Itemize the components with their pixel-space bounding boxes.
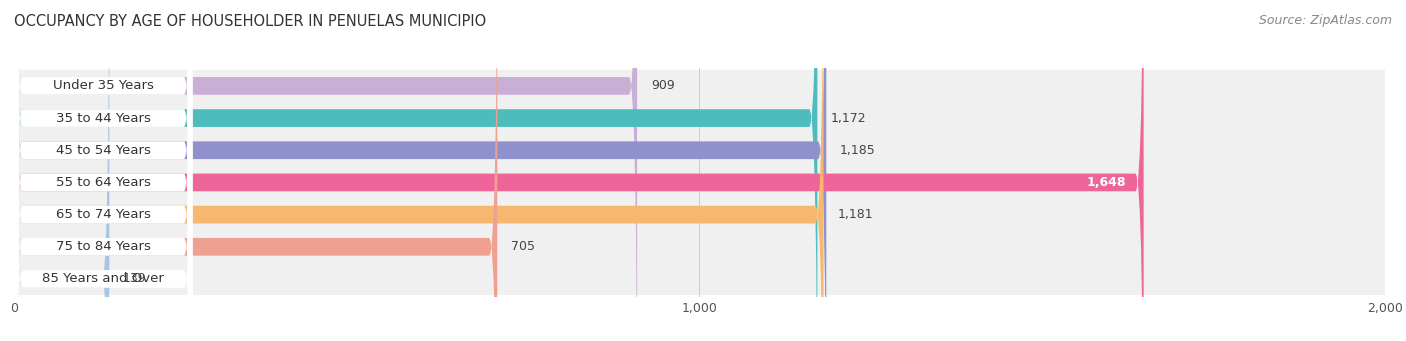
Text: 45 to 54 Years: 45 to 54 Years: [56, 144, 150, 157]
Text: 1,172: 1,172: [831, 112, 866, 124]
FancyBboxPatch shape: [14, 0, 193, 341]
Text: 139: 139: [124, 272, 146, 285]
FancyBboxPatch shape: [14, 0, 827, 341]
FancyBboxPatch shape: [14, 0, 637, 341]
FancyBboxPatch shape: [14, 0, 824, 341]
Text: 1,185: 1,185: [839, 144, 876, 157]
Text: 85 Years and Over: 85 Years and Over: [42, 272, 165, 285]
FancyBboxPatch shape: [14, 134, 1385, 166]
Text: 75 to 84 Years: 75 to 84 Years: [56, 240, 150, 253]
Text: 1,181: 1,181: [837, 208, 873, 221]
FancyBboxPatch shape: [14, 0, 110, 341]
FancyBboxPatch shape: [14, 0, 498, 341]
Text: OCCUPANCY BY AGE OF HOUSEHOLDER IN PENUELAS MUNICIPIO: OCCUPANCY BY AGE OF HOUSEHOLDER IN PENUE…: [14, 14, 486, 29]
Text: 705: 705: [510, 240, 536, 253]
FancyBboxPatch shape: [14, 0, 193, 341]
FancyBboxPatch shape: [14, 0, 193, 341]
Text: 65 to 74 Years: 65 to 74 Years: [56, 208, 150, 221]
Text: 909: 909: [651, 79, 675, 92]
FancyBboxPatch shape: [14, 0, 193, 341]
FancyBboxPatch shape: [14, 102, 1385, 134]
FancyBboxPatch shape: [14, 166, 1385, 198]
FancyBboxPatch shape: [14, 0, 193, 341]
Text: 1,648: 1,648: [1087, 176, 1126, 189]
FancyBboxPatch shape: [14, 70, 1385, 102]
FancyBboxPatch shape: [14, 263, 1385, 295]
Text: Under 35 Years: Under 35 Years: [53, 79, 153, 92]
Text: Source: ZipAtlas.com: Source: ZipAtlas.com: [1258, 14, 1392, 27]
FancyBboxPatch shape: [14, 0, 193, 341]
FancyBboxPatch shape: [14, 198, 1385, 231]
Text: 55 to 64 Years: 55 to 64 Years: [56, 176, 150, 189]
FancyBboxPatch shape: [14, 0, 1143, 341]
FancyBboxPatch shape: [14, 0, 817, 341]
Text: 35 to 44 Years: 35 to 44 Years: [56, 112, 150, 124]
FancyBboxPatch shape: [14, 231, 1385, 263]
FancyBboxPatch shape: [14, 0, 193, 341]
